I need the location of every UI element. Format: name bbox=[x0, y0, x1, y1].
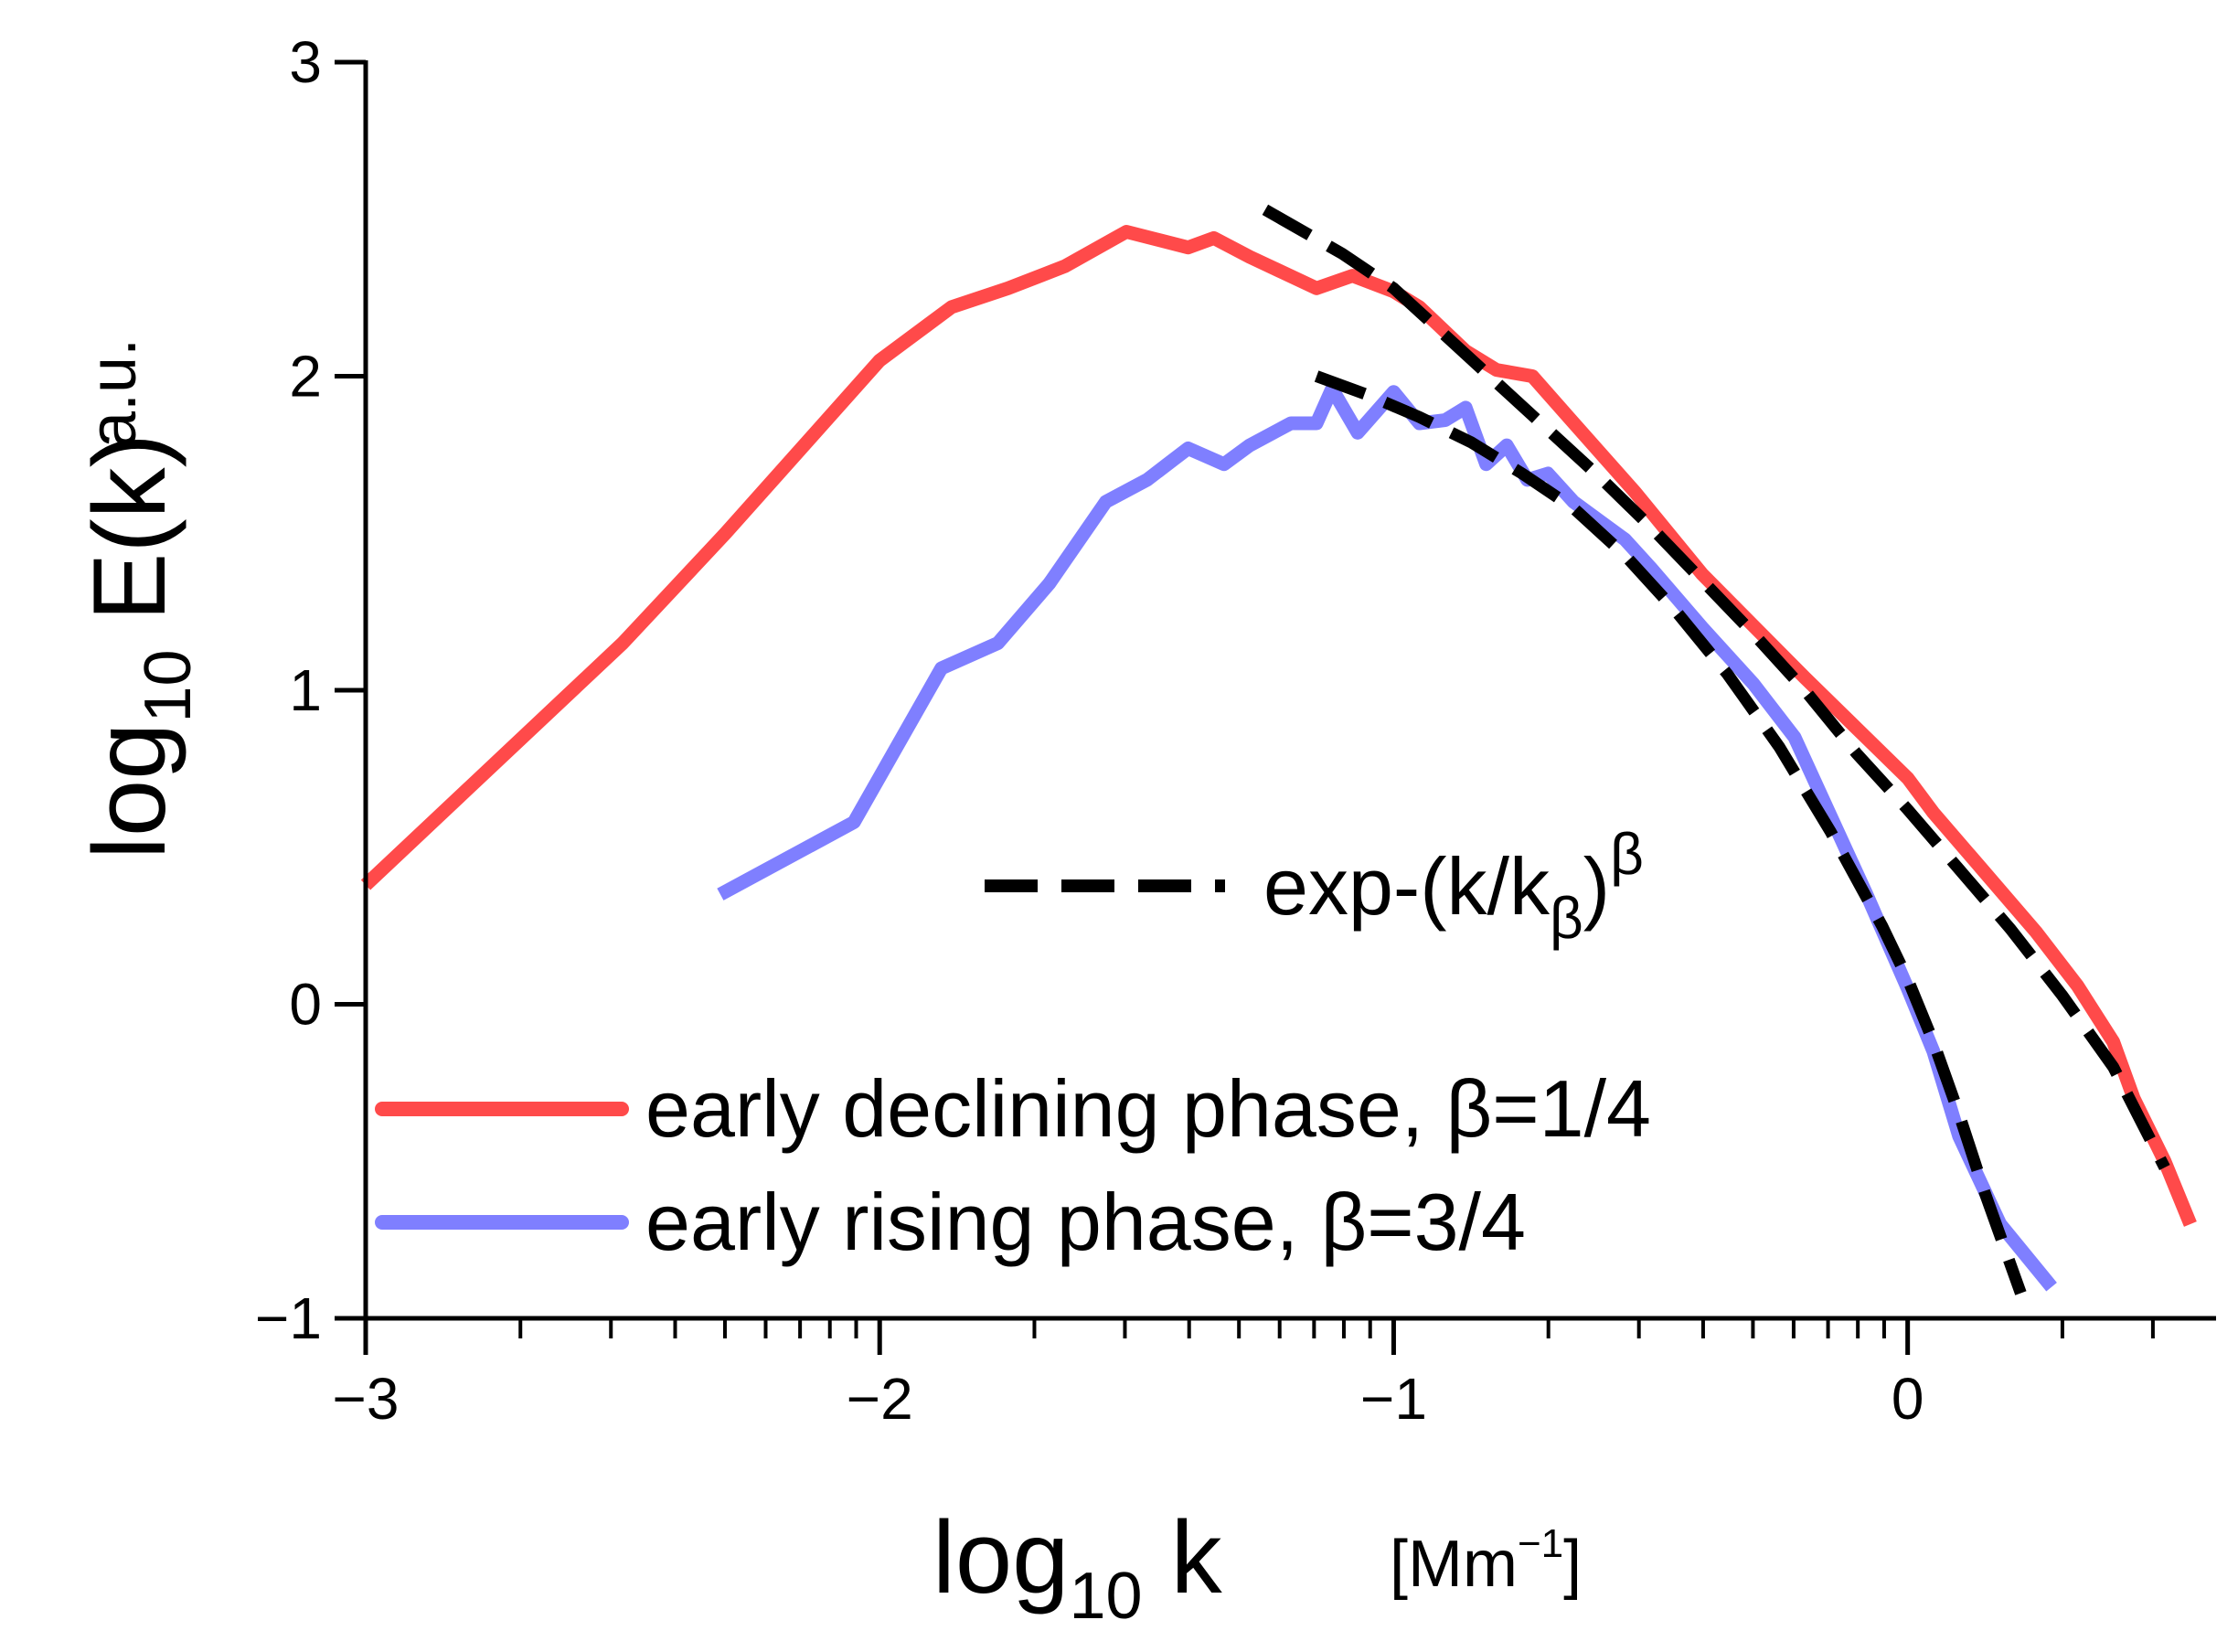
y-tick-label: 3 bbox=[289, 29, 322, 95]
x-tick-label: 0 bbox=[1892, 1366, 1924, 1432]
series-line-1 bbox=[717, 381, 2057, 1292]
y-axis-unit: a.u. bbox=[77, 338, 150, 448]
x-tick-label: −3 bbox=[333, 1366, 400, 1432]
y-tick-label: 0 bbox=[289, 972, 322, 1038]
y-axis-title: log10 E(k) bbox=[72, 433, 205, 859]
series-legend: early declining phase, β=1/4 early risin… bbox=[375, 1063, 1651, 1267]
x-tick-label: −1 bbox=[1360, 1366, 1427, 1432]
legend-label-rising: early rising phase, β=3/4 bbox=[645, 1177, 1526, 1267]
legend-label-declining: early declining phase, β=1/4 bbox=[645, 1063, 1651, 1154]
y-tick-label: −1 bbox=[255, 1285, 322, 1351]
plot-area bbox=[360, 204, 2197, 1295]
fit-line-2 bbox=[1262, 204, 2170, 1171]
fit-line-3 bbox=[1314, 370, 2027, 1295]
x-axis-unit: [Mm−1] bbox=[1390, 1521, 1582, 1601]
x-tick-label: −2 bbox=[847, 1366, 913, 1432]
axes bbox=[335, 59, 2216, 1355]
y-tick-label: 1 bbox=[289, 657, 322, 723]
fit-legend-label: exp-(k/kβ)β bbox=[1263, 821, 1644, 951]
y-tick-label: 2 bbox=[289, 344, 322, 410]
tick-labels: −1 0 1 2 3 −3 −2 −1 0 bbox=[255, 29, 1924, 1432]
fit-legend: exp-(k/kβ)β bbox=[985, 821, 1644, 951]
x-axis-title: log10 k bbox=[932, 1500, 1223, 1633]
